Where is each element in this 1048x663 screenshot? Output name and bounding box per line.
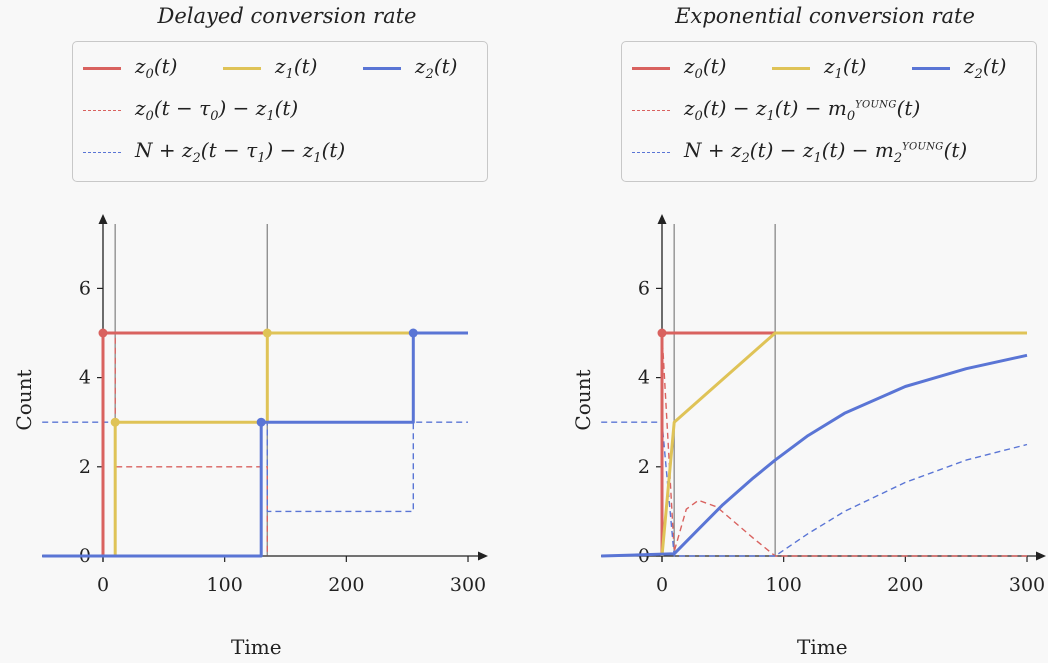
x-tick-label-left-100: 100 xyxy=(207,574,243,596)
legend-item-dashed-red: z0(t − τ0) − z1(t) xyxy=(83,96,298,124)
series-right-blue-dashed xyxy=(601,421,1028,557)
series-right-yellow-solid xyxy=(660,331,1027,557)
y-axis-label-right: Count xyxy=(571,369,595,431)
y-tick-label-left-6: 6 xyxy=(79,277,91,299)
legend-left: z0(t) z1(t) z2(t) z0(t − τ0) − z1(t) N +… xyxy=(72,41,488,182)
series-right-red-dashed xyxy=(661,332,1027,557)
x-tick-label-right-0: 0 xyxy=(656,574,668,596)
x-tick-label-left-0: 0 xyxy=(97,574,109,596)
legend-label-z0: z0(t) xyxy=(684,54,727,82)
legend-item-dashed-blue: N + z2(t − τ1) − z1(t) xyxy=(83,138,345,166)
y-axis-arrow-right xyxy=(657,214,667,224)
legend-item-z0: z0(t) xyxy=(83,54,177,82)
y-tick-label-left-4: 4 xyxy=(79,367,91,389)
marker-left-1 xyxy=(110,417,120,427)
legend-right: z0(t) z1(t) z2(t) z0(t) − z1(t) − m0YOUN… xyxy=(621,41,1037,182)
series-left-red-dashed xyxy=(102,332,268,556)
y-axis-label-left: Count xyxy=(12,369,36,431)
legend-item-z0: z0(t) xyxy=(632,54,726,82)
legend-label-dashed-red: z0(t − τ0) − z1(t) xyxy=(135,96,299,124)
legend-item-z1: z1(t) xyxy=(772,54,866,82)
x-tick-label-right-100: 100 xyxy=(766,574,802,596)
x-tick-label-left-200: 200 xyxy=(328,574,364,596)
marker-left-0 xyxy=(98,328,108,338)
y-tick-label-right-2: 2 xyxy=(638,456,650,478)
y-axis-arrow-left xyxy=(98,214,108,224)
legend-label-z1: z1(t) xyxy=(824,54,867,82)
series-left-red-solid xyxy=(101,331,268,556)
series-left-yellow-solid xyxy=(113,331,468,556)
legend-item-z2: z2(t) xyxy=(912,54,1006,82)
x-axis-arrow-right xyxy=(1036,551,1046,561)
legend-label-z1: z1(t) xyxy=(275,54,318,82)
legend-item-dashed-red: z0(t) − z1(t) − m0YOUNG(t) xyxy=(632,96,920,124)
marker-right-0 xyxy=(657,328,667,338)
series-left-blue-dashed xyxy=(42,421,468,557)
marker-left-3 xyxy=(256,417,266,427)
x-tick-label-right-300: 300 xyxy=(1009,574,1045,596)
legend-item-dashed-blue: N + z2(t) − z1(t) − m2YOUNG(t) xyxy=(632,138,967,166)
legend-label-z0: z0(t) xyxy=(135,54,178,82)
legend-item-z1: z1(t) xyxy=(223,54,317,82)
y-tick-label-right-4: 4 xyxy=(638,367,650,389)
x-tick-label-left-300: 300 xyxy=(450,574,486,596)
legend-label-dashed-blue: N + z2(t) − z1(t) − m2YOUNG(t) xyxy=(684,138,968,166)
legend-label-dashed-red: z0(t) − z1(t) − m0YOUNG(t) xyxy=(684,96,921,124)
marker-left-2 xyxy=(262,328,272,338)
x-axis-label-right: Time xyxy=(797,635,848,659)
legend-label-dashed-blue: N + z2(t − τ1) − z1(t) xyxy=(135,138,346,166)
legend-item-z2: z2(t) xyxy=(363,54,457,82)
marker-left-4 xyxy=(408,328,418,338)
x-axis-label-left: Time xyxy=(231,635,282,659)
y-tick-label-right-6: 6 xyxy=(638,277,650,299)
y-tick-label-left-2: 2 xyxy=(79,456,91,478)
series-left-blue-solid xyxy=(42,331,468,558)
series-right-blue-solid xyxy=(601,353,1028,558)
chart-title-left: Delayed conversion rate xyxy=(157,4,417,28)
legend-label-z2: z2(t) xyxy=(964,54,1007,82)
chart-title-right: Exponential conversion rate xyxy=(675,4,975,28)
x-axis-arrow-left xyxy=(478,551,488,561)
x-tick-label-right-200: 200 xyxy=(887,574,923,596)
series-right-red-solid xyxy=(660,331,776,556)
legend-label-z2: z2(t) xyxy=(415,54,458,82)
